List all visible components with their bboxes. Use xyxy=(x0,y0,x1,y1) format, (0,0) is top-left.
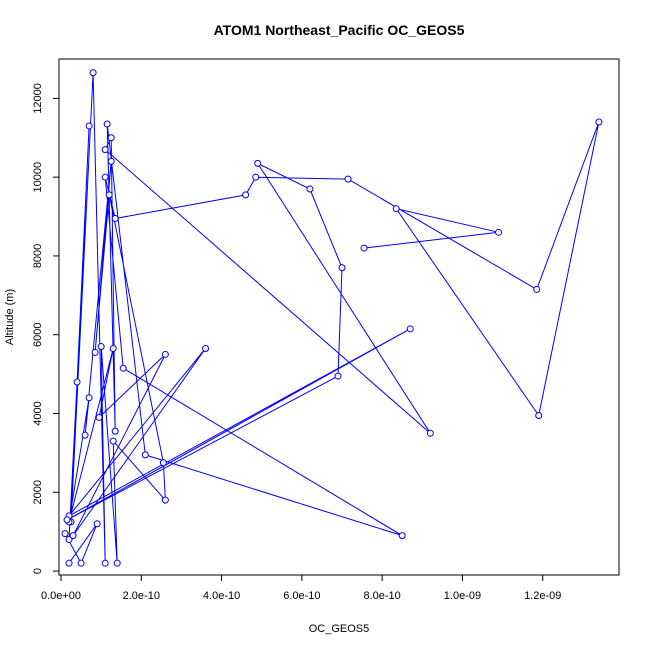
data-point xyxy=(159,459,167,467)
data-point xyxy=(141,451,149,459)
x-axis: 0.0e+00 2.0e-10 4.0e-10 6.0e-10 8.0e-10 1.0e-… xyxy=(41,574,561,602)
series-points xyxy=(61,69,603,567)
data-point xyxy=(338,264,346,272)
y-tick-label: 2000 xyxy=(32,480,44,504)
data-point xyxy=(65,536,73,544)
data-point xyxy=(113,559,121,567)
data-point xyxy=(95,413,103,421)
data-point xyxy=(97,343,105,351)
data-point xyxy=(85,394,93,402)
x-tick-label: 6.0e-10 xyxy=(283,590,320,602)
data-point xyxy=(406,325,414,333)
data-point xyxy=(252,173,260,181)
data-point xyxy=(334,372,342,380)
data-point xyxy=(119,364,127,372)
data-point xyxy=(103,120,111,128)
data-point xyxy=(105,191,113,199)
y-tick-label: 6000 xyxy=(32,322,44,346)
x-tick-label: 4.0e-10 xyxy=(203,590,240,602)
data-point xyxy=(242,191,250,199)
data-point xyxy=(254,159,262,167)
data-point xyxy=(61,530,69,538)
data-point xyxy=(89,69,97,77)
data-point xyxy=(107,134,115,142)
data-point xyxy=(535,411,543,419)
y-axis: 0 2000 4000 6000 8000 10000 12000 xyxy=(32,83,60,574)
data-point xyxy=(69,532,77,540)
data-point xyxy=(306,185,314,193)
data-point xyxy=(85,122,93,130)
data-point xyxy=(111,427,119,435)
series-polyline xyxy=(64,72,600,565)
x-tick-label: 2.0e-10 xyxy=(123,590,160,602)
data-point xyxy=(202,345,210,353)
data-point xyxy=(93,520,101,528)
data-point xyxy=(426,429,434,437)
data-point xyxy=(101,173,109,181)
data-point xyxy=(65,559,73,567)
data-point xyxy=(161,496,169,504)
data-point xyxy=(109,437,117,445)
data-point xyxy=(101,146,109,154)
data-point xyxy=(111,215,119,223)
data-point xyxy=(81,431,89,439)
data-point xyxy=(398,532,406,540)
y-tick-label: 8000 xyxy=(32,244,44,268)
data-point xyxy=(109,345,117,353)
x-tick-label: 0.0e+00 xyxy=(41,590,81,602)
data-point xyxy=(63,516,71,524)
data-point xyxy=(495,228,503,236)
data-point xyxy=(91,348,99,356)
data-point xyxy=(392,205,400,213)
y-tick-label: 0 xyxy=(32,568,44,574)
x-axis-label: OC_GEOS5 xyxy=(309,623,370,635)
data-point xyxy=(344,175,352,183)
data-point xyxy=(101,559,109,567)
y-axis-label: Altitude (m) xyxy=(4,289,16,345)
data-point xyxy=(533,285,541,293)
data-point xyxy=(595,118,603,126)
x-tick-label: 1.2e-09 xyxy=(524,590,561,602)
data-point xyxy=(77,559,85,567)
y-tick-label: 12000 xyxy=(32,83,44,114)
series-line xyxy=(64,72,600,565)
y-tick-label: 4000 xyxy=(32,401,44,425)
y-tick-label: 10000 xyxy=(32,162,44,193)
x-tick-label: 1.0e-09 xyxy=(444,590,481,602)
data-point xyxy=(73,378,81,386)
data-point xyxy=(360,244,368,252)
data-point xyxy=(107,157,115,165)
data-point xyxy=(161,350,169,358)
chart-title: ATOM1 Northeast_Pacific OC_GEOS5 xyxy=(214,22,465,38)
x-tick-label: 8.0e-10 xyxy=(363,590,400,602)
